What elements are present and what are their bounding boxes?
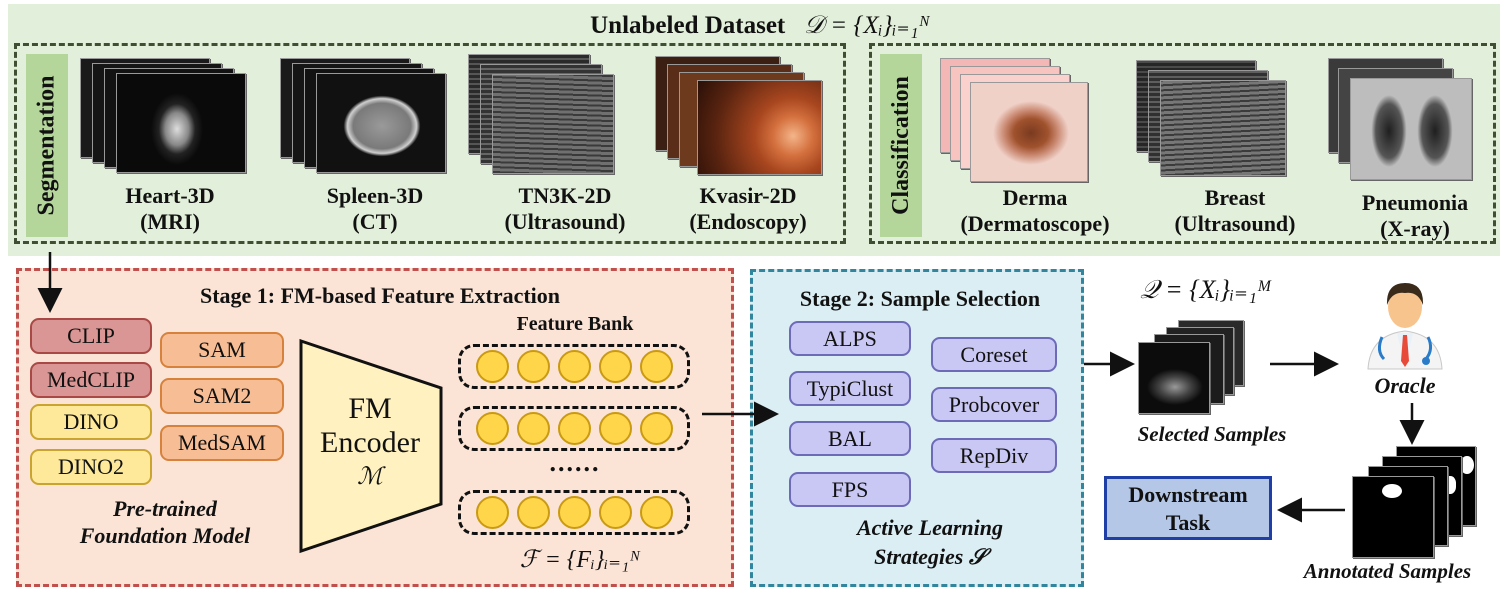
tn3k-label: TN3K-2D (Ultrasound) <box>504 183 626 234</box>
spleen-label: Spleen-3D (CT) <box>326 183 424 234</box>
feature-vector <box>599 412 632 445</box>
feature-vector <box>558 496 591 529</box>
stage1-title: Stage 1: FM-based Feature Extraction <box>199 283 561 308</box>
classification-group <box>869 43 1496 244</box>
feature-vector <box>517 412 550 445</box>
feature-vector <box>517 350 550 383</box>
pneumonia-xray-stack <box>1328 58 1488 186</box>
feature-vector <box>476 496 509 529</box>
feature-ellipsis: ...... <box>549 448 601 477</box>
dataset-formula: 𝒟 = {Xᵢ}ᵢ₌₁ᴺ <box>804 12 930 39</box>
feature-formula: ℱ = {Fᵢ}ᵢ₌₁ᴺ <box>519 547 641 573</box>
query-formula: 𝒬 = {Xᵢ}ᵢ₌₁ᴹ <box>1140 275 1272 304</box>
strategy-typiclust: TypiClust <box>789 371 911 406</box>
model-medclip: MedCLIP <box>30 362 152 398</box>
feature-bank-row-n <box>458 490 690 535</box>
feature-bank-row-2 <box>458 406 690 451</box>
strategy-probcover: Probcover <box>931 387 1057 422</box>
derma-image-stack <box>940 58 1100 184</box>
strategy-coreset: Coreset <box>931 337 1057 372</box>
feature-vector <box>476 350 509 383</box>
feature-vector <box>640 350 673 383</box>
annotated-samples-label: Annotated Samples <box>1303 559 1472 583</box>
feature-vector <box>476 412 509 445</box>
feature-vector <box>517 496 550 529</box>
fm-encoder-shape <box>299 338 443 554</box>
heart-mri-stack <box>80 58 250 174</box>
strategy-repdiv: RepDiv <box>931 438 1057 473</box>
segmentation-label-box: Segmentation <box>26 54 68 237</box>
kvasir-label: Kvasir-2D (Endoscopy) <box>689 183 807 234</box>
kvasir-endoscopy-stack <box>655 56 825 176</box>
feature-vector <box>599 496 632 529</box>
models-caption: Pre-trained Foundation Model <box>79 496 251 548</box>
model-dino2: DINO2 <box>30 449 152 485</box>
model-dino: DINO <box>30 404 152 440</box>
oracle-label: Oracle <box>1374 373 1436 398</box>
annotated-samples-stack <box>1352 446 1482 561</box>
dataset-title: Unlabeled Dataset <box>590 12 786 39</box>
heart-label: Heart-3D (MRI) <box>125 183 215 234</box>
downstream-task-box: Downstream Task <box>1104 476 1272 540</box>
breast-ultrasound-stack <box>1136 60 1296 180</box>
feature-bank-row-1 <box>458 344 690 389</box>
breast-label: Breast (Ultrasound) <box>1174 185 1296 236</box>
stage2-title: Stage 2: Sample Selection <box>799 286 1041 311</box>
model-sam2: SAM2 <box>160 378 284 414</box>
classification-label-box: Classification <box>880 54 922 237</box>
strategy-fps: FPS <box>789 472 911 507</box>
selected-samples-stack <box>1138 320 1248 416</box>
feature-vector <box>558 350 591 383</box>
model-medsam: MedSAM <box>160 425 284 461</box>
strategy-alps: ALPS <box>789 321 911 356</box>
derma-label: Derma (Dermatoscope) <box>960 185 1110 236</box>
model-clip: CLIP <box>30 318 152 354</box>
feature-bank-title: Feature Bank <box>516 313 634 335</box>
segmentation-group <box>14 43 846 244</box>
classification-label: Classification <box>887 76 914 215</box>
feature-vector <box>640 496 673 529</box>
selected-samples-label: Selected Samples <box>1137 422 1287 446</box>
feature-vector <box>640 412 673 445</box>
spleen-ct-stack <box>280 58 450 174</box>
dataset-title-row: Unlabeled Dataset 𝒟 = {Xᵢ}ᵢ₌₁ᴺ <box>480 10 1040 40</box>
pneumonia-label: Pneumonia (X-ray) <box>1361 190 1469 241</box>
model-sam: SAM <box>160 332 284 368</box>
feature-vector <box>599 350 632 383</box>
segmentation-label: Segmentation <box>33 75 60 216</box>
strategy-bal: BAL <box>789 421 911 456</box>
tn3k-ultrasound-stack <box>468 54 628 180</box>
doctor-icon <box>1367 283 1443 370</box>
strategies-caption: Active Learning Strategies 𝒮 <box>856 515 1004 569</box>
fm-encoder-label: FM Encoder ℳ <box>300 392 440 494</box>
feature-vector <box>558 412 591 445</box>
encoder-symbol: ℳ <box>357 464 383 490</box>
